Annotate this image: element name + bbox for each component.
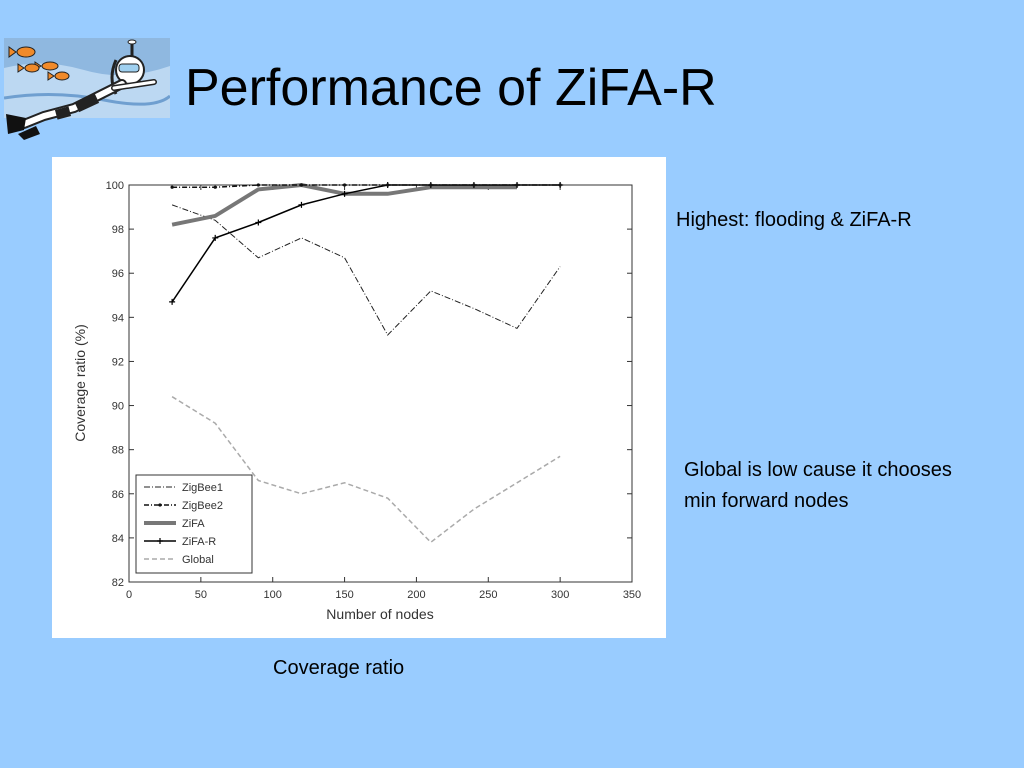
note-highest: Highest: flooding & ZiFA-R bbox=[676, 209, 912, 231]
data-point bbox=[256, 183, 260, 187]
legend-label: ZigBee2 bbox=[182, 500, 223, 512]
data-point bbox=[213, 185, 217, 189]
x-axis-label: Number of nodes bbox=[326, 606, 433, 622]
slide-title: Performance of ZiFA-R bbox=[185, 59, 717, 117]
legend-marker bbox=[158, 503, 162, 507]
data-point bbox=[255, 219, 262, 226]
y-tick-label: 98 bbox=[112, 224, 124, 236]
x-tick-label: 0 bbox=[126, 589, 132, 601]
y-tick-label: 86 bbox=[112, 489, 124, 501]
x-axis-ticks: 0 50 100 150 200 250 300 350 bbox=[126, 185, 641, 601]
y-tick-label: 90 bbox=[112, 401, 124, 413]
series-line-zigbee2 bbox=[172, 184, 561, 188]
chart-svg: 82 84 86 88 90 92 94 96 98 100 0 50 100 150 200 250 300… bbox=[72, 180, 641, 622]
legend-label: ZiFA bbox=[182, 518, 205, 530]
y-tick-label: 84 bbox=[112, 533, 124, 545]
x-tick-label: 150 bbox=[335, 589, 353, 601]
coverage-chart: 82 84 86 88 90 92 94 96 98 100 0 50 100 150 200 250 300… bbox=[52, 157, 666, 638]
y-tick-label: 94 bbox=[112, 312, 124, 324]
plot-frame bbox=[128, 184, 633, 583]
data-point bbox=[558, 183, 562, 187]
x-tick-label: 200 bbox=[407, 589, 425, 601]
x-tick-label: 50 bbox=[195, 589, 207, 601]
y-axis-label: Coverage ratio (%) bbox=[72, 324, 88, 442]
series-line-zifa-r bbox=[171, 184, 561, 303]
data-point bbox=[472, 183, 476, 187]
data-point bbox=[341, 190, 348, 197]
series-line-global bbox=[171, 396, 561, 544]
data-point bbox=[386, 183, 390, 187]
note-global: Global is low cause it chooses min forwa… bbox=[684, 459, 952, 512]
y-axis-ticks: 82 84 86 88 90 92 94 96 98 100 bbox=[106, 180, 632, 589]
data-point bbox=[299, 183, 304, 187]
x-tick-label: 350 bbox=[623, 589, 641, 601]
y-tick-label: 92 bbox=[112, 356, 124, 368]
x-tick-label: 300 bbox=[551, 589, 569, 601]
y-tick-label: 96 bbox=[112, 268, 124, 280]
y-tick-label: 82 bbox=[112, 577, 124, 589]
chart-legend: ZigBee1 ZigBee2 ZiFA ZiFA-R Global bbox=[135, 474, 253, 574]
data-point bbox=[212, 234, 219, 241]
series-lines bbox=[169, 182, 564, 544]
chart-caption: Coverage ratio bbox=[273, 657, 405, 679]
data-point bbox=[169, 298, 176, 305]
legend-label: ZigBee1 bbox=[182, 482, 223, 494]
data-point bbox=[298, 201, 305, 208]
legend-label: Global bbox=[182, 554, 214, 566]
y-tick-label: 100 bbox=[106, 180, 124, 192]
legend-label: ZiFA-R bbox=[182, 536, 216, 548]
data-point bbox=[342, 183, 347, 187]
x-tick-label: 250 bbox=[479, 589, 497, 601]
snorkeling-diver-with-fish-icon bbox=[3, 38, 171, 140]
x-tick-label: 100 bbox=[264, 589, 282, 601]
series-line-zigbee1 bbox=[171, 204, 561, 336]
data-point bbox=[429, 183, 433, 187]
data-point bbox=[170, 185, 174, 189]
y-tick-label: 88 bbox=[112, 445, 124, 457]
data-point bbox=[515, 183, 519, 187]
legend-marker bbox=[157, 538, 163, 544]
